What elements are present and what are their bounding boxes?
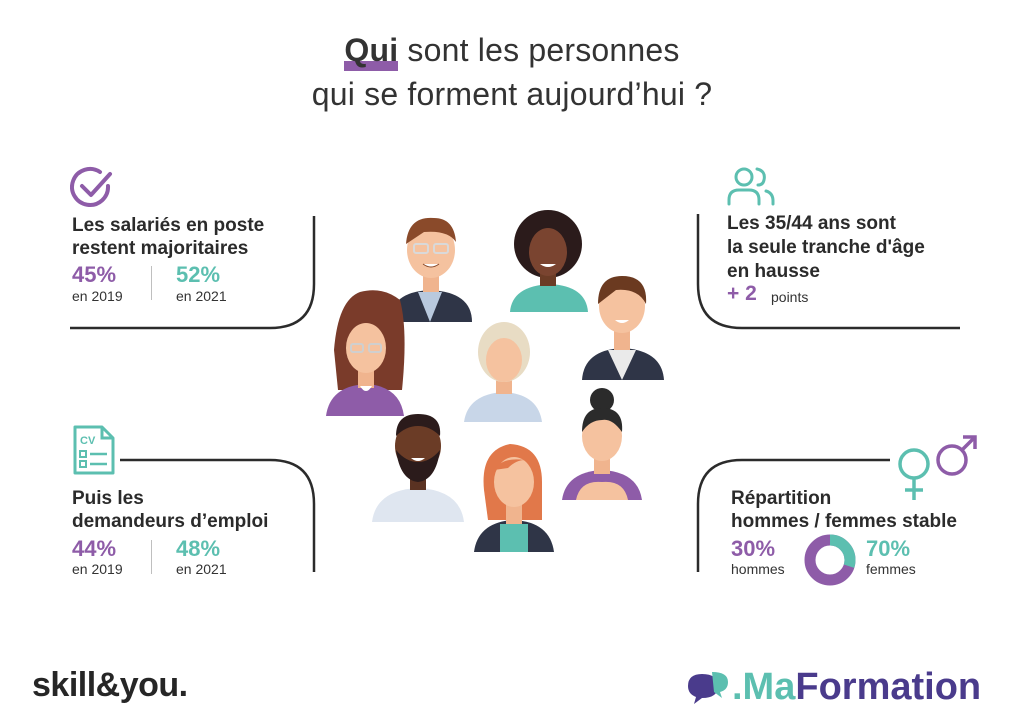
salaries-title-line-1: Les salariés en poste — [72, 215, 265, 236]
salaries-bracket-line — [70, 216, 316, 330]
demandeurs-2021-value: 48% — [176, 536, 221, 561]
gender-bracket-line — [696, 458, 890, 572]
avatar-man-right — [582, 276, 664, 380]
salaries-2019-label: en 2019 — [72, 288, 123, 304]
age-points-label: points — [771, 289, 809, 305]
gender-title-line-1: Répartition — [731, 488, 832, 509]
salaries-2021-value: 52% — [176, 262, 221, 287]
avatar-man-glasses — [390, 217, 472, 322]
gender-donut — [804, 534, 856, 586]
demandeurs-2019-value: 44% — [72, 536, 117, 561]
gender-symbols-icon — [898, 435, 977, 500]
demandeurs-separator — [151, 540, 152, 574]
avatar-bearded-man — [372, 414, 464, 522]
svg-text:CV: CV — [80, 435, 96, 447]
avatar-older-woman — [464, 322, 542, 422]
title-emphasis: Qui — [344, 32, 399, 71]
maformation-ma: .Ma — [732, 666, 796, 708]
age-title-line-3: en hausse — [727, 261, 820, 282]
demandeurs-2019-label: en 2019 — [72, 561, 123, 577]
page-title-line-1: Qui sont les personnes — [0, 32, 1024, 71]
check-circle-icon — [70, 166, 112, 207]
skill-and-you-logo: skill&you. — [32, 666, 188, 704]
demandeurs-bracket-line — [120, 458, 316, 572]
title-line1-rest: sont les personnes — [398, 32, 680, 68]
age-bracket-line — [696, 214, 960, 330]
salaries-separator — [151, 266, 152, 300]
gender-title-line-2: hommes / femmes stable — [731, 511, 957, 532]
salaries-2021-label: en 2021 — [176, 288, 227, 304]
avatar-woman-bun — [562, 388, 642, 500]
people-illustration — [326, 210, 664, 552]
gender-donut-men-arc — [804, 534, 856, 586]
chat-bubbles-icon — [688, 672, 728, 704]
gender-men-label: hommes — [731, 561, 785, 577]
salaries-2019-value: 45% — [72, 262, 117, 287]
gender-women-label: femmes — [866, 561, 916, 577]
page-title-line-2: qui se forment aujourd’hui ? — [311, 76, 713, 112]
users-icon — [727, 167, 775, 206]
gender-women-value: 70% — [866, 536, 911, 561]
age-plus-value: + 2 — [727, 282, 757, 305]
maformation-formation: Formation — [795, 666, 982, 708]
demandeurs-title-line-2: demandeurs d’emploi — [72, 511, 269, 532]
avatar-woman-curly — [510, 210, 588, 312]
avatar-woman-glasses — [326, 290, 405, 416]
salaries-title-line-2: restent majoritaires — [72, 238, 249, 259]
gender-men-value: 30% — [731, 536, 776, 561]
demandeurs-2021-label: en 2021 — [176, 561, 227, 577]
avatar-redhead — [474, 444, 554, 552]
maformation-logo: .MaFormation — [732, 666, 981, 709]
age-title-line-1: Les 35/44 ans sont — [727, 213, 896, 234]
demandeurs-title-line-1: Puis les — [72, 488, 144, 509]
cv-document-icon: CV — [73, 425, 115, 475]
age-title-line-2: la seule tranche d'âge — [727, 237, 925, 258]
